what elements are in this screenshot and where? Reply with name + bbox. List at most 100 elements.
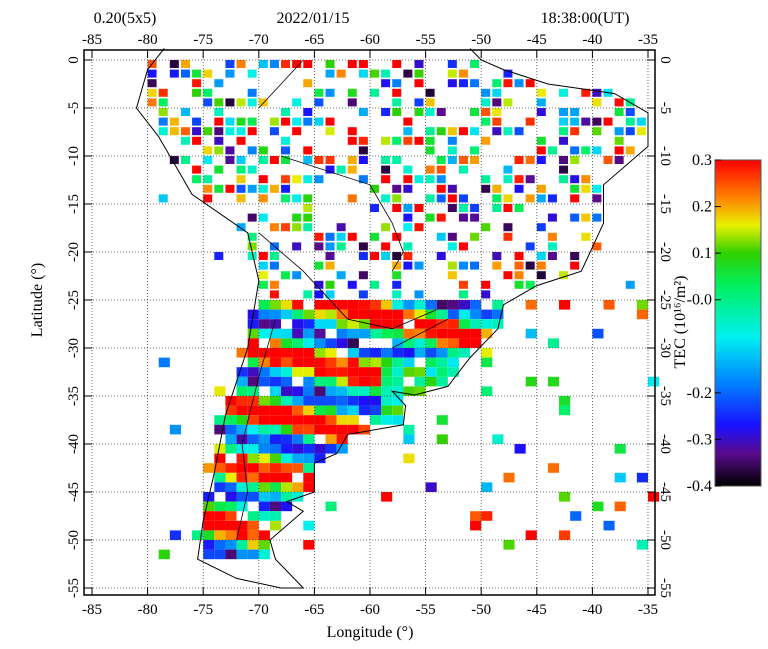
tec-cell (225, 415, 237, 425)
tec-cell (292, 357, 304, 368)
tec-cell (225, 463, 237, 473)
tec-cell (614, 136, 624, 145)
tec-cell (470, 232, 480, 241)
tec-cell (347, 415, 359, 425)
tec-cell (247, 184, 257, 193)
tec-cell (592, 184, 602, 193)
tec-cell (525, 280, 535, 289)
tec-cell (225, 472, 237, 483)
tec-cell (225, 127, 235, 136)
tec-cell (269, 328, 282, 339)
tec-cell (247, 434, 259, 444)
tec-cell (403, 175, 413, 184)
tec-cell (281, 444, 293, 454)
tec-cell (559, 156, 569, 164)
tec-cell (514, 184, 524, 193)
tec-cell (269, 511, 282, 521)
tec-cell (514, 261, 524, 270)
tec-cell (403, 386, 415, 396)
tec-cell (269, 357, 282, 368)
tec-cell (425, 88, 435, 97)
tec-cell (292, 127, 302, 136)
tec-cell (392, 136, 402, 145)
tec-cell (403, 252, 413, 260)
tec-cell (414, 69, 424, 78)
tec-cell (436, 415, 448, 425)
tec-cell (258, 60, 268, 68)
tec-cell (303, 348, 315, 358)
tec-cell (303, 367, 315, 377)
tec-cell (225, 549, 237, 560)
tec-cell (292, 213, 302, 222)
tec-cell (470, 127, 480, 136)
tec-cell (492, 127, 502, 136)
tec-cell (370, 348, 382, 358)
tec-cell (514, 175, 524, 184)
tec-cell (447, 204, 457, 212)
tec-cell (247, 98, 257, 107)
tec-cell (192, 175, 202, 184)
tec-cell (403, 357, 415, 368)
tec-cell (247, 69, 257, 78)
tec-cell (392, 309, 404, 320)
lon-tick-label-top: -50 (471, 32, 491, 48)
tec-cell (358, 319, 370, 329)
tec-cell (203, 194, 213, 203)
tec-cell (592, 127, 602, 136)
border-line (258, 59, 304, 109)
tec-cell (436, 376, 448, 387)
lon-tick-label-bottom: -80 (138, 602, 158, 618)
tec-cell (403, 204, 413, 212)
tec-cell (392, 357, 404, 368)
lat-tick-label-left: -30 (66, 338, 82, 358)
tec-cell (303, 338, 315, 348)
tec-cell (258, 146, 268, 155)
coastline-path (135, 48, 649, 589)
tec-cell (236, 549, 248, 560)
tec-cell (292, 271, 302, 280)
tec-cell (236, 117, 246, 126)
tec-cell (258, 184, 268, 193)
tec-cell (303, 117, 313, 126)
tec-cell (603, 117, 613, 126)
tec-cell (269, 117, 279, 126)
lat-tick-label-right: -45 (657, 482, 673, 502)
tec-cell (258, 156, 268, 164)
tec-cell (514, 156, 524, 164)
tec-cell (503, 194, 513, 203)
tec-cell (336, 396, 348, 406)
tec-cell (525, 261, 535, 270)
tec-cell (180, 108, 190, 116)
tec-cell (258, 280, 268, 289)
tec-cell (536, 223, 546, 232)
tec-cell (370, 232, 379, 241)
tec-cell (247, 386, 259, 396)
tec-cell (525, 175, 535, 184)
tec-cell (481, 88, 491, 97)
tec-cell (370, 357, 382, 368)
tec-cell (447, 79, 457, 88)
tec-cell (403, 184, 413, 193)
tec-cell (625, 146, 635, 155)
tec-cell (347, 280, 357, 289)
tec-cell (458, 300, 471, 310)
tec-cell (603, 300, 615, 310)
tec-cell (636, 472, 648, 483)
tec-cell (425, 98, 435, 107)
tec-cell (436, 348, 448, 358)
tec-cell (414, 290, 424, 299)
tec-cell (258, 194, 268, 203)
tec-cell (347, 194, 357, 203)
lat-tick-label-left: -5 (66, 102, 82, 115)
tec-cell (392, 156, 402, 164)
tec-cell (603, 156, 613, 164)
tec-cell (214, 501, 226, 512)
tec-cell (436, 367, 448, 377)
lon-tick-label-top: -40 (582, 32, 602, 48)
tec-cell (236, 501, 248, 512)
tec-cell (458, 204, 468, 212)
tec-cell (247, 415, 259, 425)
tec-cell (570, 146, 580, 155)
colorbar-label: TEC (10¹⁶/m²) (672, 276, 689, 369)
tec-cell (536, 271, 546, 280)
